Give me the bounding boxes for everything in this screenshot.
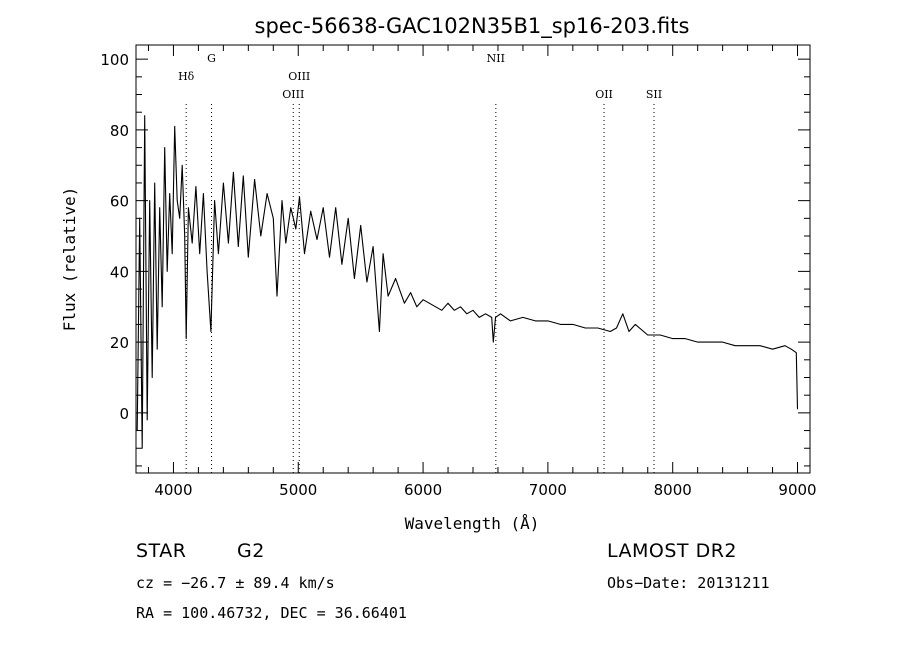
redshift-label: cz = −26.7 ± 89.4 km/s bbox=[136, 574, 335, 592]
spectral-line-label: SII bbox=[646, 88, 662, 101]
x-tick-label: 9000 bbox=[778, 481, 816, 499]
coordinates-label: RA = 100.46732, DEC = 36.66401 bbox=[136, 604, 407, 622]
spectral-line-label: Hδ bbox=[178, 70, 195, 83]
x-tick-label: 7000 bbox=[529, 481, 567, 499]
tick-labels: 4000 5000 6000 7000 8000 9000 0 20 40 60 80 100 bbox=[100, 51, 816, 499]
spectral-line-label: OIII bbox=[282, 88, 304, 101]
x-tick-label: 4000 bbox=[154, 481, 192, 499]
spectral-line-label: OIII bbox=[288, 70, 310, 83]
x-axis-label: Wavelength (Å) bbox=[405, 514, 540, 533]
y-axis-label: Flux (relative) bbox=[60, 187, 79, 332]
y-tick-label: 20 bbox=[110, 334, 129, 352]
axis-ticks bbox=[136, 45, 810, 473]
spectrum-line bbox=[136, 115, 799, 449]
data-series bbox=[136, 115, 799, 449]
y-tick-label: 40 bbox=[110, 263, 129, 281]
subclass-label: G2 bbox=[237, 540, 265, 562]
y-tick-label: 80 bbox=[110, 122, 129, 140]
obs-date-label: Obs−Date: 20131211 bbox=[607, 574, 770, 592]
spectral-line-markers: Hδ G OIII OIII NII OII SII bbox=[178, 52, 662, 473]
x-tick-label: 8000 bbox=[654, 481, 692, 499]
chart-title: spec-56638-GAC102N35B1_sp16-203.fits bbox=[255, 14, 690, 39]
spectral-line-label: NII bbox=[487, 52, 505, 65]
y-tick-label: 100 bbox=[100, 51, 129, 69]
x-tick-label: 5000 bbox=[279, 481, 317, 499]
y-tick-label: 60 bbox=[110, 193, 129, 211]
x-tick-label: 6000 bbox=[404, 481, 442, 499]
object-type-label: STAR bbox=[136, 540, 187, 562]
spectral-line-label: G bbox=[207, 52, 216, 65]
spectral-line-label: OII bbox=[595, 88, 613, 101]
y-tick-label: 0 bbox=[119, 405, 129, 423]
survey-label: LAMOST DR2 bbox=[607, 540, 737, 562]
plot-frame bbox=[135, 44, 811, 474]
